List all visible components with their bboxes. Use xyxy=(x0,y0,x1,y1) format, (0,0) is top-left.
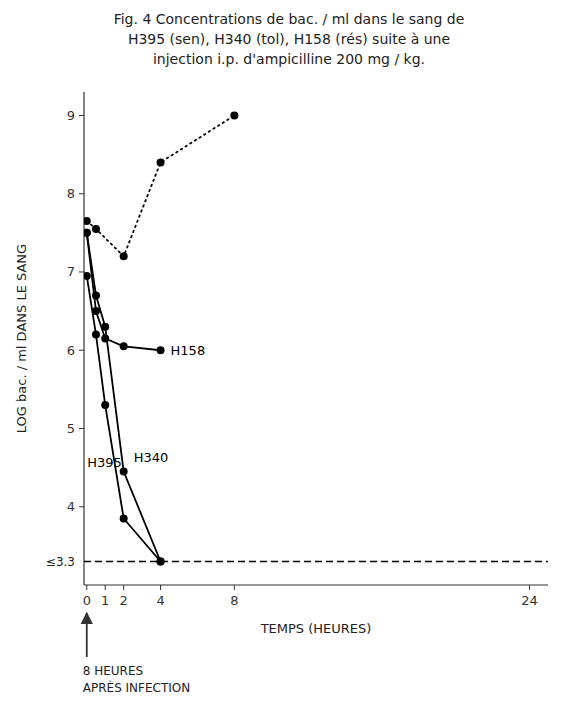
x-tick xyxy=(160,585,161,590)
point xyxy=(120,342,128,350)
title: Fig. 4 Concentrations de bac. / ml dans … xyxy=(114,11,465,27)
y-tick xyxy=(79,115,84,116)
x-tick xyxy=(529,585,530,590)
x-tick xyxy=(123,585,124,590)
annotation-text: 8 HEURES xyxy=(83,664,143,678)
x-tick-label: 4 xyxy=(156,593,164,608)
annotation-text: APRÈS INFECTION xyxy=(83,680,190,695)
series-line xyxy=(87,233,161,562)
point xyxy=(157,558,165,566)
y-axis xyxy=(83,92,84,585)
point xyxy=(120,514,128,522)
series-line xyxy=(87,115,235,256)
point xyxy=(92,225,100,233)
x-tick-label: 0 xyxy=(83,593,91,608)
x-axis-label: TEMPS (HEURES) xyxy=(260,621,372,636)
x-tick-label: 8 xyxy=(230,593,238,608)
x-tick xyxy=(234,585,235,590)
point xyxy=(92,331,100,339)
reference-label: ≤3.3 xyxy=(46,555,75,569)
point xyxy=(120,252,128,260)
point xyxy=(84,229,91,237)
series-label: H340 xyxy=(134,450,169,465)
point xyxy=(92,307,100,315)
plot-area xyxy=(84,111,548,565)
point xyxy=(84,229,91,237)
y-tick-label: 6 xyxy=(67,343,75,358)
y-tick-label: 9 xyxy=(67,108,75,123)
reference-line xyxy=(84,561,548,562)
point xyxy=(101,335,109,343)
y-tick xyxy=(79,193,84,194)
y-tick xyxy=(79,506,84,507)
series-line xyxy=(87,233,161,350)
annotation-arrow xyxy=(86,613,88,657)
x-tick-label: 24 xyxy=(521,593,538,608)
x-tick xyxy=(86,585,87,590)
y-tick-label: 5 xyxy=(67,421,75,436)
series-label: H395 xyxy=(87,455,122,470)
y-tick xyxy=(79,428,84,429)
point xyxy=(84,272,91,280)
point xyxy=(157,558,165,566)
x-tick-label: 1 xyxy=(101,593,109,608)
y-axis-label: LOG bac. / ml DANS LE SANG xyxy=(14,244,29,433)
point xyxy=(101,401,109,409)
point xyxy=(157,346,165,354)
chart: Fig. 4 Concentrations de bac. / ml dans … xyxy=(0,0,578,725)
x-axis xyxy=(84,584,548,585)
y-tick xyxy=(79,350,84,351)
title: H395 (sen), H340 (tol), H158 (rés) suite… xyxy=(128,31,450,47)
x-tick-label: 2 xyxy=(120,593,128,608)
y-tick-label: 7 xyxy=(67,264,75,279)
point xyxy=(157,158,165,166)
title: injection i.p. d'ampicilline 200 mg / kg… xyxy=(153,51,425,67)
y-tick xyxy=(79,271,84,272)
point xyxy=(230,111,238,119)
x-tick xyxy=(105,585,106,590)
series-label: H158 xyxy=(171,343,206,358)
y-tick-label: 4 xyxy=(67,499,75,514)
y-tick-label: 8 xyxy=(67,186,75,201)
point xyxy=(84,217,91,225)
